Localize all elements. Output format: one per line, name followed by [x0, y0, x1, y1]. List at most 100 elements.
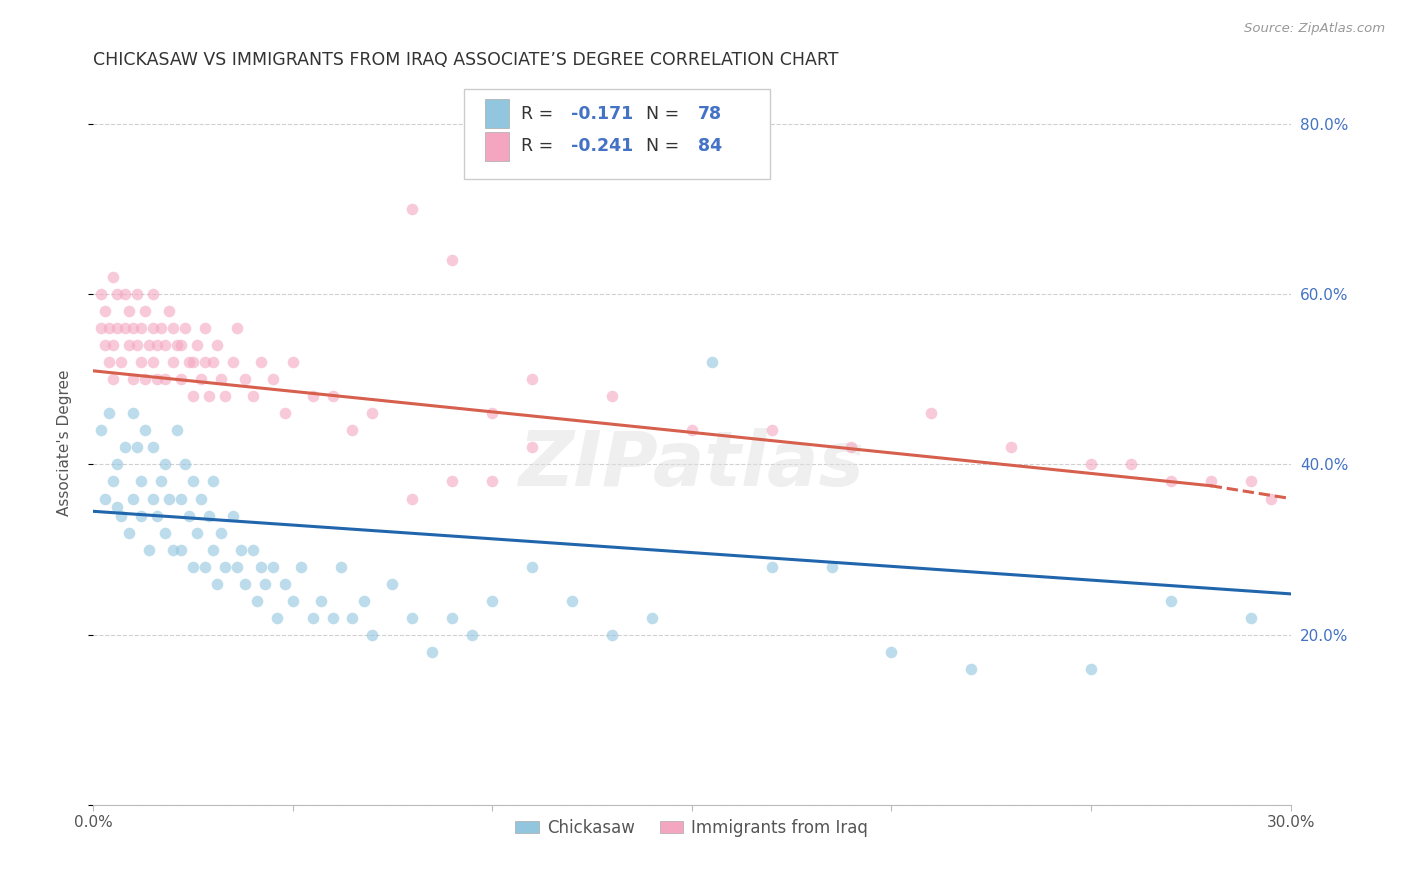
- Text: R =: R =: [520, 137, 558, 155]
- Text: 78: 78: [697, 105, 721, 123]
- Point: [201, 355, 224, 369]
- Point: [114, 441, 136, 455]
- Point: [134, 424, 156, 438]
- Point: [249, 559, 271, 574]
- Point: [125, 338, 148, 352]
- Point: [290, 559, 312, 574]
- Point: [233, 576, 256, 591]
- Point: [181, 475, 204, 489]
- Point: [266, 610, 288, 624]
- Point: [322, 610, 344, 624]
- Point: [281, 593, 304, 607]
- Point: [94, 338, 117, 352]
- Point: [600, 389, 623, 403]
- Point: [262, 372, 284, 386]
- Point: [129, 321, 152, 335]
- Point: [162, 542, 184, 557]
- Point: [761, 559, 783, 574]
- Point: [90, 424, 112, 438]
- Point: [301, 610, 323, 624]
- Point: [481, 406, 503, 420]
- Point: [1240, 475, 1263, 489]
- Point: [170, 542, 193, 557]
- Point: [98, 355, 121, 369]
- Point: [441, 253, 464, 268]
- Point: [101, 270, 124, 285]
- Point: [166, 338, 188, 352]
- Point: [194, 321, 217, 335]
- Point: [1080, 662, 1102, 676]
- Point: [153, 372, 176, 386]
- Point: [101, 338, 124, 352]
- Point: [98, 321, 121, 335]
- Point: [129, 355, 152, 369]
- Point: [170, 491, 193, 506]
- Point: [225, 321, 247, 335]
- Legend: Chickasaw, Immigrants from Iraq: Chickasaw, Immigrants from Iraq: [509, 813, 875, 844]
- Point: [329, 559, 352, 574]
- Point: [1160, 593, 1182, 607]
- Point: [401, 610, 423, 624]
- Point: [262, 559, 284, 574]
- Point: [233, 372, 256, 386]
- Point: [281, 355, 304, 369]
- Point: [461, 628, 484, 642]
- Text: R =: R =: [520, 105, 558, 123]
- Point: [162, 321, 184, 335]
- Point: [342, 424, 364, 438]
- Text: CHICKASAW VS IMMIGRANTS FROM IRAQ ASSOCIATE’S DEGREE CORRELATION CHART: CHICKASAW VS IMMIGRANTS FROM IRAQ ASSOCI…: [93, 51, 838, 69]
- Point: [225, 559, 247, 574]
- FancyBboxPatch shape: [464, 88, 769, 179]
- Point: [105, 321, 128, 335]
- Point: [201, 542, 224, 557]
- Point: [94, 304, 117, 318]
- Text: -0.241: -0.241: [571, 137, 633, 155]
- Point: [173, 458, 195, 472]
- Point: [122, 491, 145, 506]
- Point: [166, 424, 188, 438]
- Point: [222, 355, 245, 369]
- Point: [420, 645, 443, 659]
- Point: [90, 321, 112, 335]
- Point: [246, 593, 269, 607]
- Point: [681, 424, 703, 438]
- Point: [273, 576, 295, 591]
- Point: [101, 475, 124, 489]
- Point: [125, 441, 148, 455]
- Point: [481, 475, 503, 489]
- Point: [561, 593, 583, 607]
- Text: N =: N =: [647, 105, 685, 123]
- Point: [114, 287, 136, 301]
- Point: [94, 491, 117, 506]
- Point: [820, 559, 842, 574]
- Point: [98, 406, 121, 420]
- Point: [181, 389, 204, 403]
- Point: [146, 372, 169, 386]
- Point: [190, 372, 212, 386]
- Point: [110, 355, 132, 369]
- Point: [960, 662, 983, 676]
- Text: N =: N =: [647, 137, 685, 155]
- Point: [441, 475, 464, 489]
- Point: [249, 355, 271, 369]
- Point: [209, 372, 232, 386]
- Point: [194, 559, 217, 574]
- Point: [520, 559, 543, 574]
- Point: [153, 458, 176, 472]
- Point: [186, 525, 208, 540]
- Point: [177, 508, 200, 523]
- Point: [177, 355, 200, 369]
- Point: [381, 576, 404, 591]
- Point: [700, 355, 723, 369]
- Point: [110, 508, 132, 523]
- Point: [520, 372, 543, 386]
- Point: [401, 491, 423, 506]
- Bar: [485, 99, 509, 128]
- Point: [253, 576, 276, 591]
- Point: [205, 576, 228, 591]
- Point: [181, 355, 204, 369]
- Bar: [485, 132, 509, 161]
- Point: [205, 338, 228, 352]
- Point: [170, 372, 193, 386]
- Point: [209, 525, 232, 540]
